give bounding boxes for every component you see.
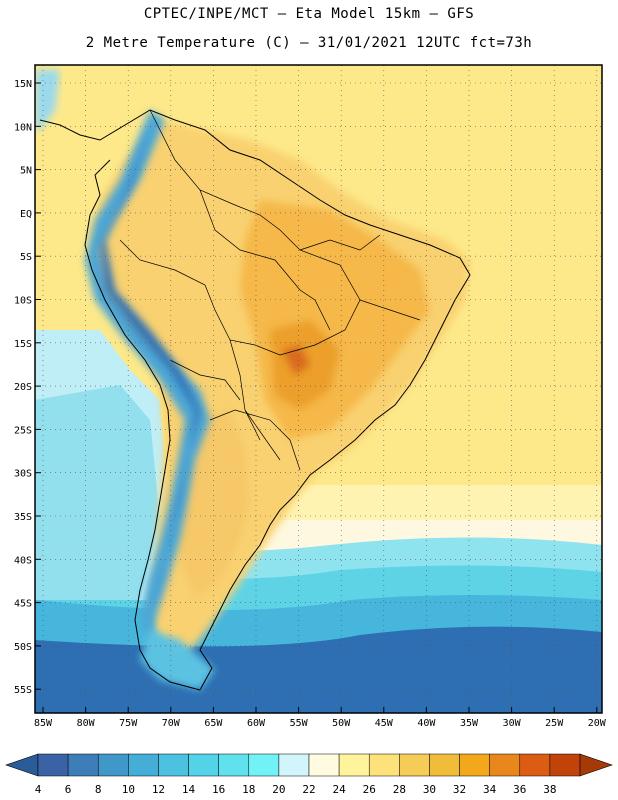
lon-label: 75W: [119, 718, 138, 729]
colorbar-segment: [399, 753, 430, 777]
lat-label: 40S: [14, 555, 32, 566]
lat-label: 30S: [14, 469, 32, 480]
lon-label: 65W: [204, 718, 223, 729]
lat-label: 15N: [14, 79, 32, 90]
colorbar-segment: [218, 753, 250, 777]
colorbar-segment: [278, 753, 310, 777]
lat-label: 55S: [14, 685, 32, 696]
colorbar-tick-label: 36: [513, 783, 526, 796]
lat-label: 15S: [14, 339, 32, 350]
colorbar-tick-label: 38: [543, 783, 556, 796]
colorbar-segment: [158, 753, 189, 777]
color-scale: 4 6 8 10 12 14 16 18 20 22 24 26 28 30 32 34 36 38: [5, 753, 613, 796]
lat-label: 5N: [20, 166, 32, 177]
lat-label: 50S: [14, 642, 32, 653]
chart-subtitle: 2 Metre Temperature (C) – 31/01/2021 12U…: [85, 35, 533, 51]
colorbar-tick-label: 30: [423, 783, 436, 796]
longitude-labels: 85W 80W 75W 70W 65W 60W 55W 50W 45W 40W 35W 30W 25W 2…: [34, 707, 607, 729]
lon-label: 40W: [417, 718, 436, 729]
colorbar-tick-label: 8: [95, 783, 102, 796]
colorbar-segment: [67, 753, 99, 777]
colorbar-tick-label: 14: [182, 783, 196, 796]
colorbar-tick-label: 28: [393, 783, 406, 796]
lon-label: 45W: [375, 718, 394, 729]
colorbar-tick-label: 32: [453, 783, 466, 796]
colorbar-tick-label: 6: [65, 783, 72, 796]
lon-label: 80W: [77, 718, 96, 729]
lon-label: 20W: [588, 718, 607, 729]
colorbar-segment: [248, 753, 280, 777]
chart-title: CPTEC/INPE/MCT – Eta Model 15km – GFS: [143, 6, 475, 22]
map-frame: [34, 64, 603, 714]
latitude-labels: 15N 10N 5N EQ 5S 10S 15S 20S 25S 30S 35S 40S 45S 50S 5…: [14, 79, 41, 696]
colorbar-segment: [459, 753, 490, 777]
colorbar-segment: [188, 753, 219, 777]
lon-label: 55W: [290, 718, 309, 729]
lat-label: 10S: [14, 296, 32, 307]
colorbar-tick-label: 34: [483, 783, 497, 796]
lat-label: 35S: [14, 512, 32, 523]
colorbar-segment: [338, 753, 370, 777]
lat-label: EQ: [20, 209, 32, 220]
lon-label: 30W: [503, 718, 522, 729]
colorbar-segment: [128, 753, 159, 777]
colorbar-segment: [308, 753, 340, 777]
colorbar-max-arrow: [579, 753, 613, 777]
colorbar-segment: [97, 753, 129, 777]
lon-label: 50W: [332, 718, 351, 729]
lat-label: 5S: [20, 252, 32, 263]
lon-label: 70W: [162, 718, 181, 729]
lon-label: 25W: [545, 718, 564, 729]
lat-label: 45S: [14, 599, 32, 610]
colorbar-segment: [519, 753, 551, 777]
colorbar-segment: [429, 753, 460, 777]
lat-label: 25S: [14, 425, 32, 436]
colorbar-tick-label: 18: [242, 783, 255, 796]
lon-label: 85W: [34, 718, 53, 729]
colorbar-tick-label: 12: [152, 783, 165, 796]
colorbar-tick-label: 24: [332, 783, 346, 796]
lat-label: 20S: [14, 382, 32, 393]
lon-label: 60W: [247, 718, 266, 729]
colorbar-tick-label: 20: [272, 783, 285, 796]
colorbar-tick-label: 22: [302, 783, 315, 796]
colorbar-tick-label: 26: [363, 783, 376, 796]
colorbar-tick-label: 16: [212, 783, 225, 796]
temperature-field: [35, 65, 602, 713]
lon-label: 35W: [460, 718, 479, 729]
colorbar-segment: [368, 753, 400, 777]
colorbar-segment: [37, 753, 69, 777]
colorbar-segment: [549, 753, 581, 777]
colorbar-min-arrow: [5, 753, 39, 777]
colorbar-segment: [489, 753, 521, 777]
lat-label: 10N: [14, 122, 32, 133]
colorbar-tick-label: 4: [35, 783, 42, 796]
lat-lon-grid: [35, 65, 602, 713]
colorbar-tick-label: 10: [122, 783, 135, 796]
